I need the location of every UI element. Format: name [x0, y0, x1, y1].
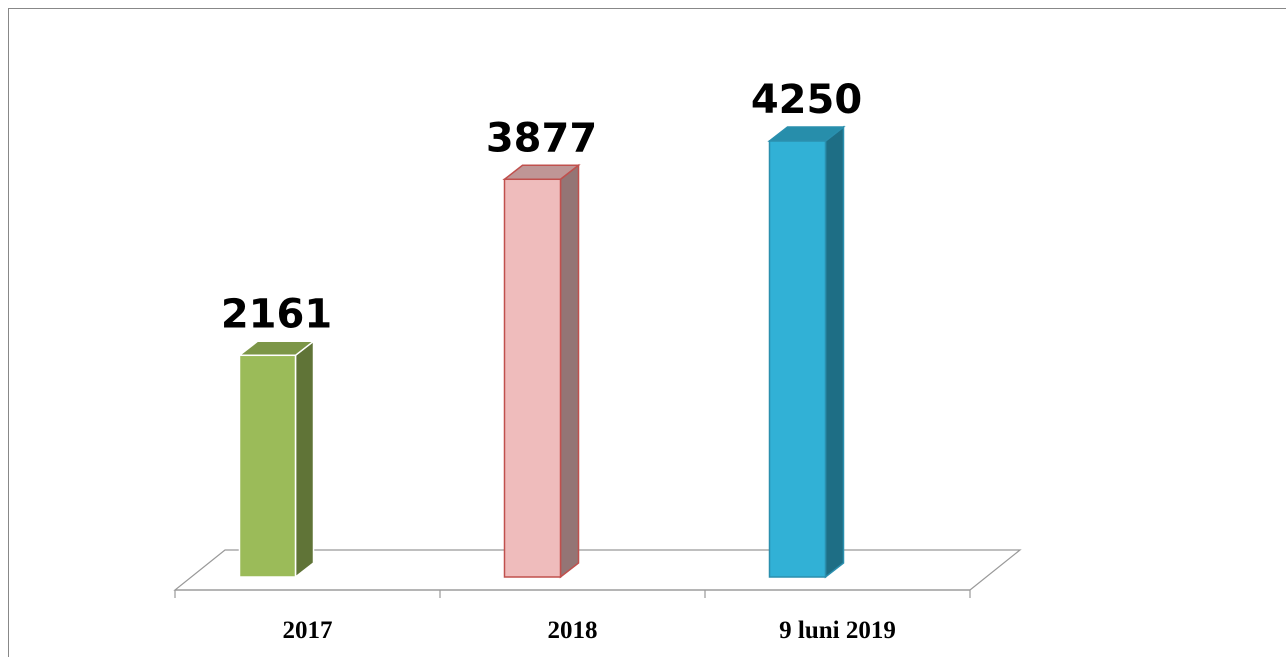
bar	[767, 125, 846, 579]
bar-front	[768, 140, 827, 578]
data-label: 4250	[751, 77, 862, 123]
x-tick-label: 2017	[283, 617, 333, 644]
bar-side	[559, 163, 580, 579]
bar-front	[503, 178, 562, 578]
chart-border	[8, 8, 1286, 657]
data-label: 2161	[221, 291, 332, 337]
bar	[237, 339, 316, 579]
bar-front	[238, 354, 297, 578]
x-tick-label: 2018	[548, 617, 598, 644]
bar-side	[294, 339, 315, 579]
data-label: 3877	[486, 115, 597, 161]
x-tick-label: 9 luni 2019	[779, 617, 896, 644]
bar	[502, 163, 581, 579]
bar-side	[824, 125, 845, 579]
